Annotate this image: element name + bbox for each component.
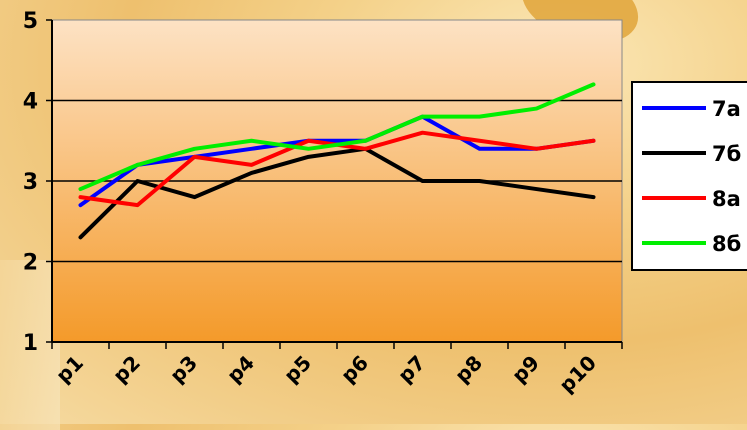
- x-tick-label: p9: [507, 351, 544, 388]
- y-tick-label: 3: [23, 170, 38, 195]
- x-tick-label: p2: [108, 351, 145, 388]
- x-tick-label: p1: [51, 351, 88, 388]
- series-line: [78, 146, 596, 240]
- series-line: [78, 114, 596, 208]
- x-tick-label: p7: [393, 351, 430, 388]
- legend-label: 8а: [712, 187, 741, 211]
- y-tick-label: 4: [23, 90, 38, 115]
- x-tick-label: p4: [222, 351, 259, 388]
- y-tick-label: 1: [23, 331, 38, 356]
- legend-label: 7а: [712, 97, 741, 121]
- x-tick-label: p5: [279, 351, 316, 388]
- x-tick-label: p3: [165, 351, 202, 388]
- x-tick-label: p6: [336, 351, 373, 388]
- background-decoration-left: [0, 260, 60, 430]
- legend-label: 8б: [712, 232, 741, 256]
- legend-label: 7б: [712, 142, 741, 166]
- x-tick-label: p10: [554, 351, 601, 398]
- y-tick-label: 2: [23, 251, 38, 276]
- x-tick-label: p8: [450, 351, 487, 388]
- legend-box: [631, 81, 747, 271]
- series-line: [78, 82, 596, 192]
- y-tick-label: 5: [23, 9, 38, 34]
